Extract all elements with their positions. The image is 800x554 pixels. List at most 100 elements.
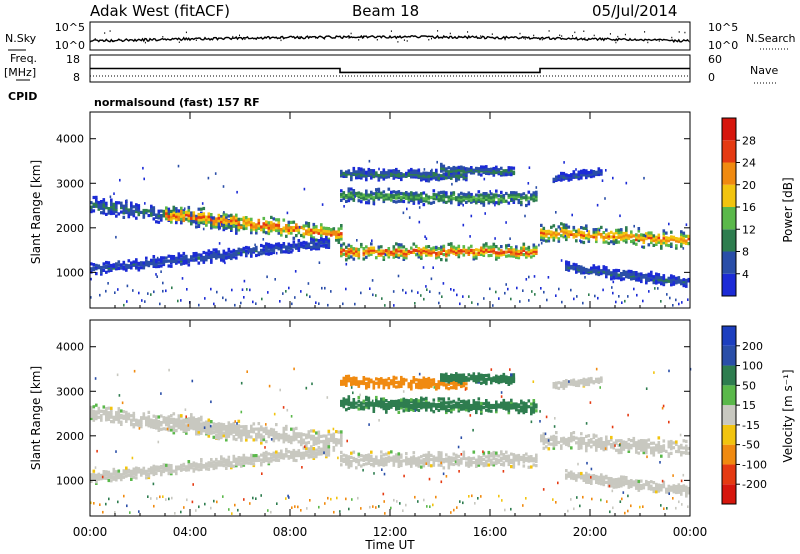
velocity-echo-cell [272,453,276,457]
power-echo-cell [687,277,691,282]
power-noise-cell [558,287,560,291]
power-echo-cell [382,168,386,172]
power-echo-cell [525,255,528,259]
power-echo-cell [587,235,591,239]
power-echo-cell [492,166,496,171]
power-echo-cell [102,200,106,204]
power-echo-cell [472,249,476,253]
power-echo-cell [472,199,476,203]
power-noise-cell [141,299,143,302]
noise-dot [403,39,405,41]
power-echo-cell [512,252,516,256]
velocity-echo-cell [92,469,96,473]
velocity-echo-cell [135,476,138,480]
velocity-echo-cell [295,458,298,463]
power-echo-cell [190,258,193,262]
power-scatter-cell [218,227,220,231]
power-echo-cell [380,245,383,249]
power-echo-cell [457,244,461,248]
power-echo-cell [432,189,436,193]
power-echo-cell [165,211,168,215]
power-scatter-cell [432,266,434,269]
power-echo-cell [327,237,331,241]
power-echo-cell [280,233,283,237]
power-echo-cell [412,248,416,252]
velocity-echo-cell [197,425,201,429]
power-echo-cell [222,223,226,227]
power-noise-cell [99,293,101,297]
power-echo-cell [137,206,141,210]
power-echo-cell [195,251,198,256]
velocity-echo-cell [385,460,388,465]
velocity-echo-cell [407,404,411,409]
velocity-echo-cell [90,412,93,416]
velocity-echo-cell [460,405,463,409]
power-echo-cell [512,166,516,170]
velocity-echo-cell [110,413,113,417]
noise-dot [609,33,611,35]
velocity-echo-cell [495,408,498,412]
power-echo-cell [112,202,116,206]
power-echo-cell [382,198,386,202]
power-echo-cell [402,249,406,253]
power-echo-cell [375,193,378,198]
power-echo-cell [570,232,573,236]
velocity-echo-cell [422,457,426,462]
power-echo-cell [555,175,558,179]
velocity-echo-cell [317,430,321,434]
colorbar-tick-label: 16 [742,201,756,214]
power-echo-cell [125,210,128,215]
velocity-echo-cell [250,453,253,457]
velocity-echo-cell [417,404,421,409]
power-echo-cell [450,250,453,254]
power-echo-cell [112,209,116,213]
power-echo-cell [667,276,671,280]
power-echo-cell [497,253,501,257]
power-echo-cell [400,199,403,203]
velocity-echo-cell [147,472,151,476]
power-echo-cell [402,255,406,259]
power-echo-cell [215,222,218,226]
velocity-echo-cell [277,438,281,442]
power-echo-cell [520,248,523,252]
power-echo-cell [247,248,251,252]
power-noise-cell [282,292,284,295]
velocity-echo-cell [427,401,431,405]
velocity-echo-cell [417,456,421,460]
power-echo-cell [660,239,663,243]
power-echo-cell [397,253,401,257]
power-echo-cell [510,173,513,177]
power-echo-cell [97,200,101,205]
power-echo-cell [360,200,363,204]
power-echo-cell [475,166,478,170]
velocity-echo-cell [442,399,446,403]
velocity-echo-cell [137,467,141,471]
velocity-echo-cell [292,438,296,442]
power-echo-cell [362,195,366,199]
velocity-echo-cell [460,403,463,407]
velocity-echo-cell [535,464,538,468]
power-echo-cell [495,253,498,257]
velocity-echo-cell [440,457,443,461]
power-echo-cell [507,254,511,258]
power-echo-cell [395,242,398,246]
power-echo-cell [625,235,628,239]
velocity-echo-cell [387,455,391,459]
velocity-echo-cell [177,467,181,471]
velocity-echo-cell [157,428,161,432]
power-echo-cell [637,272,641,276]
power-echo-cell [250,251,253,255]
velocity-echo-cell [307,447,311,451]
noise-trace [89,30,691,44]
power-echo-cell [145,259,148,264]
power-scatter-cell [292,249,294,252]
power-echo-cell [450,246,453,250]
velocity-echo-cell [402,401,406,405]
velocity-echo-cell [272,439,276,443]
velocity-echo-cell [332,448,336,452]
power-echo-cell [510,191,513,195]
velocity-echo-cell [172,426,176,430]
velocity-echo-cell [322,442,326,446]
velocity-echo-cell [307,435,311,439]
power-noise-cell [246,288,248,291]
